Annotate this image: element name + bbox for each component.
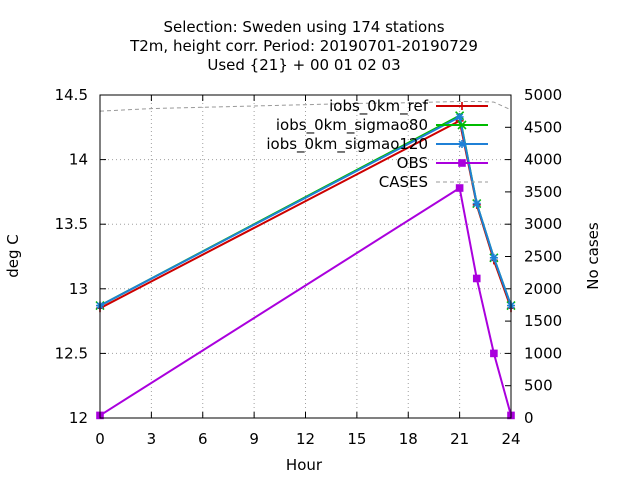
chart-title-line-2: T2m, height corr. Period: 20190701-20190… — [129, 37, 478, 55]
y-tick-label: 13.5 — [55, 215, 88, 233]
y2-tick-label: 1000 — [524, 344, 562, 362]
x-tick-label: 3 — [147, 430, 157, 448]
series-line-obs — [99, 186, 512, 417]
y2-tick-label: 5000 — [524, 86, 562, 104]
x-tick-label: 24 — [501, 430, 520, 448]
chart-title-line-1: Selection: Sweden using 174 stations — [163, 18, 444, 36]
data-point-obs — [472, 274, 481, 283]
y2-tick-label: 3500 — [524, 183, 562, 201]
data-point-iobs-0km-sigmao120 — [472, 199, 481, 208]
legend: iobs_0km_refiobs_0km_sigmao80iobs_0km_si… — [266, 97, 488, 191]
y-tick-label: 14.5 — [55, 86, 88, 104]
plot-frame — [99, 94, 512, 419]
y-tick-label: 13 — [69, 280, 88, 298]
x-tick-label: 0 — [95, 430, 105, 448]
legend-label-iobs-0km-sigmao120: iobs_0km_sigmao120 — [266, 135, 428, 154]
y2-tick-label: 3000 — [524, 215, 562, 233]
series-layer — [95, 100, 516, 420]
legend-marker-iobs-0km-sigmao80 — [457, 120, 467, 130]
y2-tick-label: 4000 — [524, 151, 562, 169]
chart-title-line-3: Used {21} + 00 01 02 03 — [207, 56, 400, 74]
y-tick-label: 14 — [69, 151, 88, 169]
legend-marker-iobs-0km-ref — [458, 102, 466, 110]
legend-label-iobs-0km-sigmao80: iobs_0km_sigmao80 — [276, 116, 428, 135]
y2-tick-label: 0 — [524, 409, 534, 427]
x-axis-label: Hour — [286, 456, 323, 474]
y-axis-label: deg C — [4, 234, 22, 278]
grid — [100, 95, 511, 418]
y2-axis-label: No cases — [584, 222, 602, 290]
y2-tick-label: 2500 — [524, 248, 562, 266]
legend-marker-iobs-0km-sigmao120 — [458, 140, 466, 148]
x-tick-label: 12 — [296, 430, 315, 448]
legend-label-iobs-0km-ref: iobs_0km_ref — [329, 97, 429, 116]
series-line-cases — [99, 100, 512, 112]
y-tick-label: 12 — [69, 409, 88, 427]
legend-marker-obs — [458, 159, 466, 167]
x-tick-label: 21 — [450, 430, 469, 448]
y2-tick-label: 1500 — [524, 312, 562, 330]
data-point-iobs-0km-sigmao120 — [455, 112, 464, 121]
data-point-iobs-0km-sigmao120 — [489, 253, 498, 262]
x-tick-label: 18 — [399, 430, 418, 448]
data-point-obs — [455, 184, 464, 192]
x-tick-label: 6 — [198, 430, 208, 448]
data-point-obs — [490, 349, 498, 358]
legend-label-obs: OBS — [397, 154, 428, 172]
x-tick-label: 15 — [347, 430, 366, 448]
legend-label-cases: CASES — [379, 173, 428, 191]
tick-labels: 0 3 6 9 12 15 18 21 24 12 12.5 13 13.5 14 14.5 0 500 1000… — [55, 86, 563, 448]
x-tick-label: 9 — [249, 430, 259, 448]
y2-tick-label: 500 — [524, 377, 553, 395]
y-tick-label: 12.5 — [55, 344, 88, 362]
y2-tick-label: 4500 — [524, 118, 562, 136]
y2-tick-label: 2000 — [524, 280, 562, 298]
